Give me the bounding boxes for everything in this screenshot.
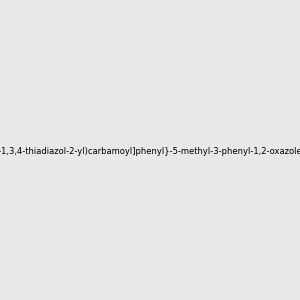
Text: N-{2-[(5-ethyl-1,3,4-thiadiazol-2-yl)carbamoyl]phenyl}-5-methyl-3-phenyl-1,2-oxa: N-{2-[(5-ethyl-1,3,4-thiadiazol-2-yl)car… [0, 147, 300, 156]
